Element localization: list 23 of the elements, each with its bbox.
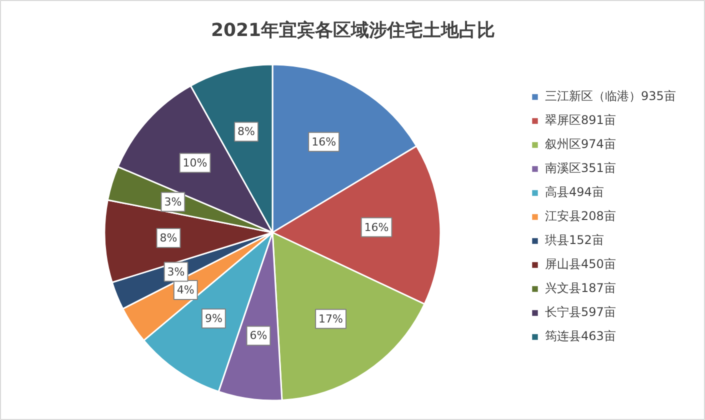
legend-label: 兴文县187亩 xyxy=(545,280,616,297)
data-label: 16% xyxy=(364,220,389,234)
legend-label: 翠屏区891亩 xyxy=(545,112,616,129)
data-label: 10% xyxy=(182,156,208,170)
legend-label: 屏山县450亩 xyxy=(545,256,616,273)
data-label: 6% xyxy=(250,329,268,342)
legend-label: 筠连县463亩 xyxy=(545,328,616,345)
legend-label: 长宁县597亩 xyxy=(545,304,616,321)
legend-label: 南溪区351亩 xyxy=(545,160,616,177)
data-label: 8% xyxy=(160,232,178,245)
data-label: 3% xyxy=(167,265,185,278)
legend-label: 珙县152亩 xyxy=(545,232,604,249)
data-label: 8% xyxy=(238,125,256,138)
chart-title: 2021年宜宾各区域涉住宅土地占比 xyxy=(210,20,496,41)
data-label: 4% xyxy=(176,283,194,296)
data-label: 16% xyxy=(312,135,336,148)
legend-label: 叙州区974亩 xyxy=(545,136,616,153)
legend-label: 三江新区（临港）935亩 xyxy=(545,88,676,105)
data-label: 9% xyxy=(204,312,222,325)
data-label: 17% xyxy=(318,312,344,326)
data-label: 3% xyxy=(164,195,182,208)
legend-label: 高县494亩 xyxy=(545,184,604,201)
legend-label: 江安县208亩 xyxy=(545,208,616,225)
